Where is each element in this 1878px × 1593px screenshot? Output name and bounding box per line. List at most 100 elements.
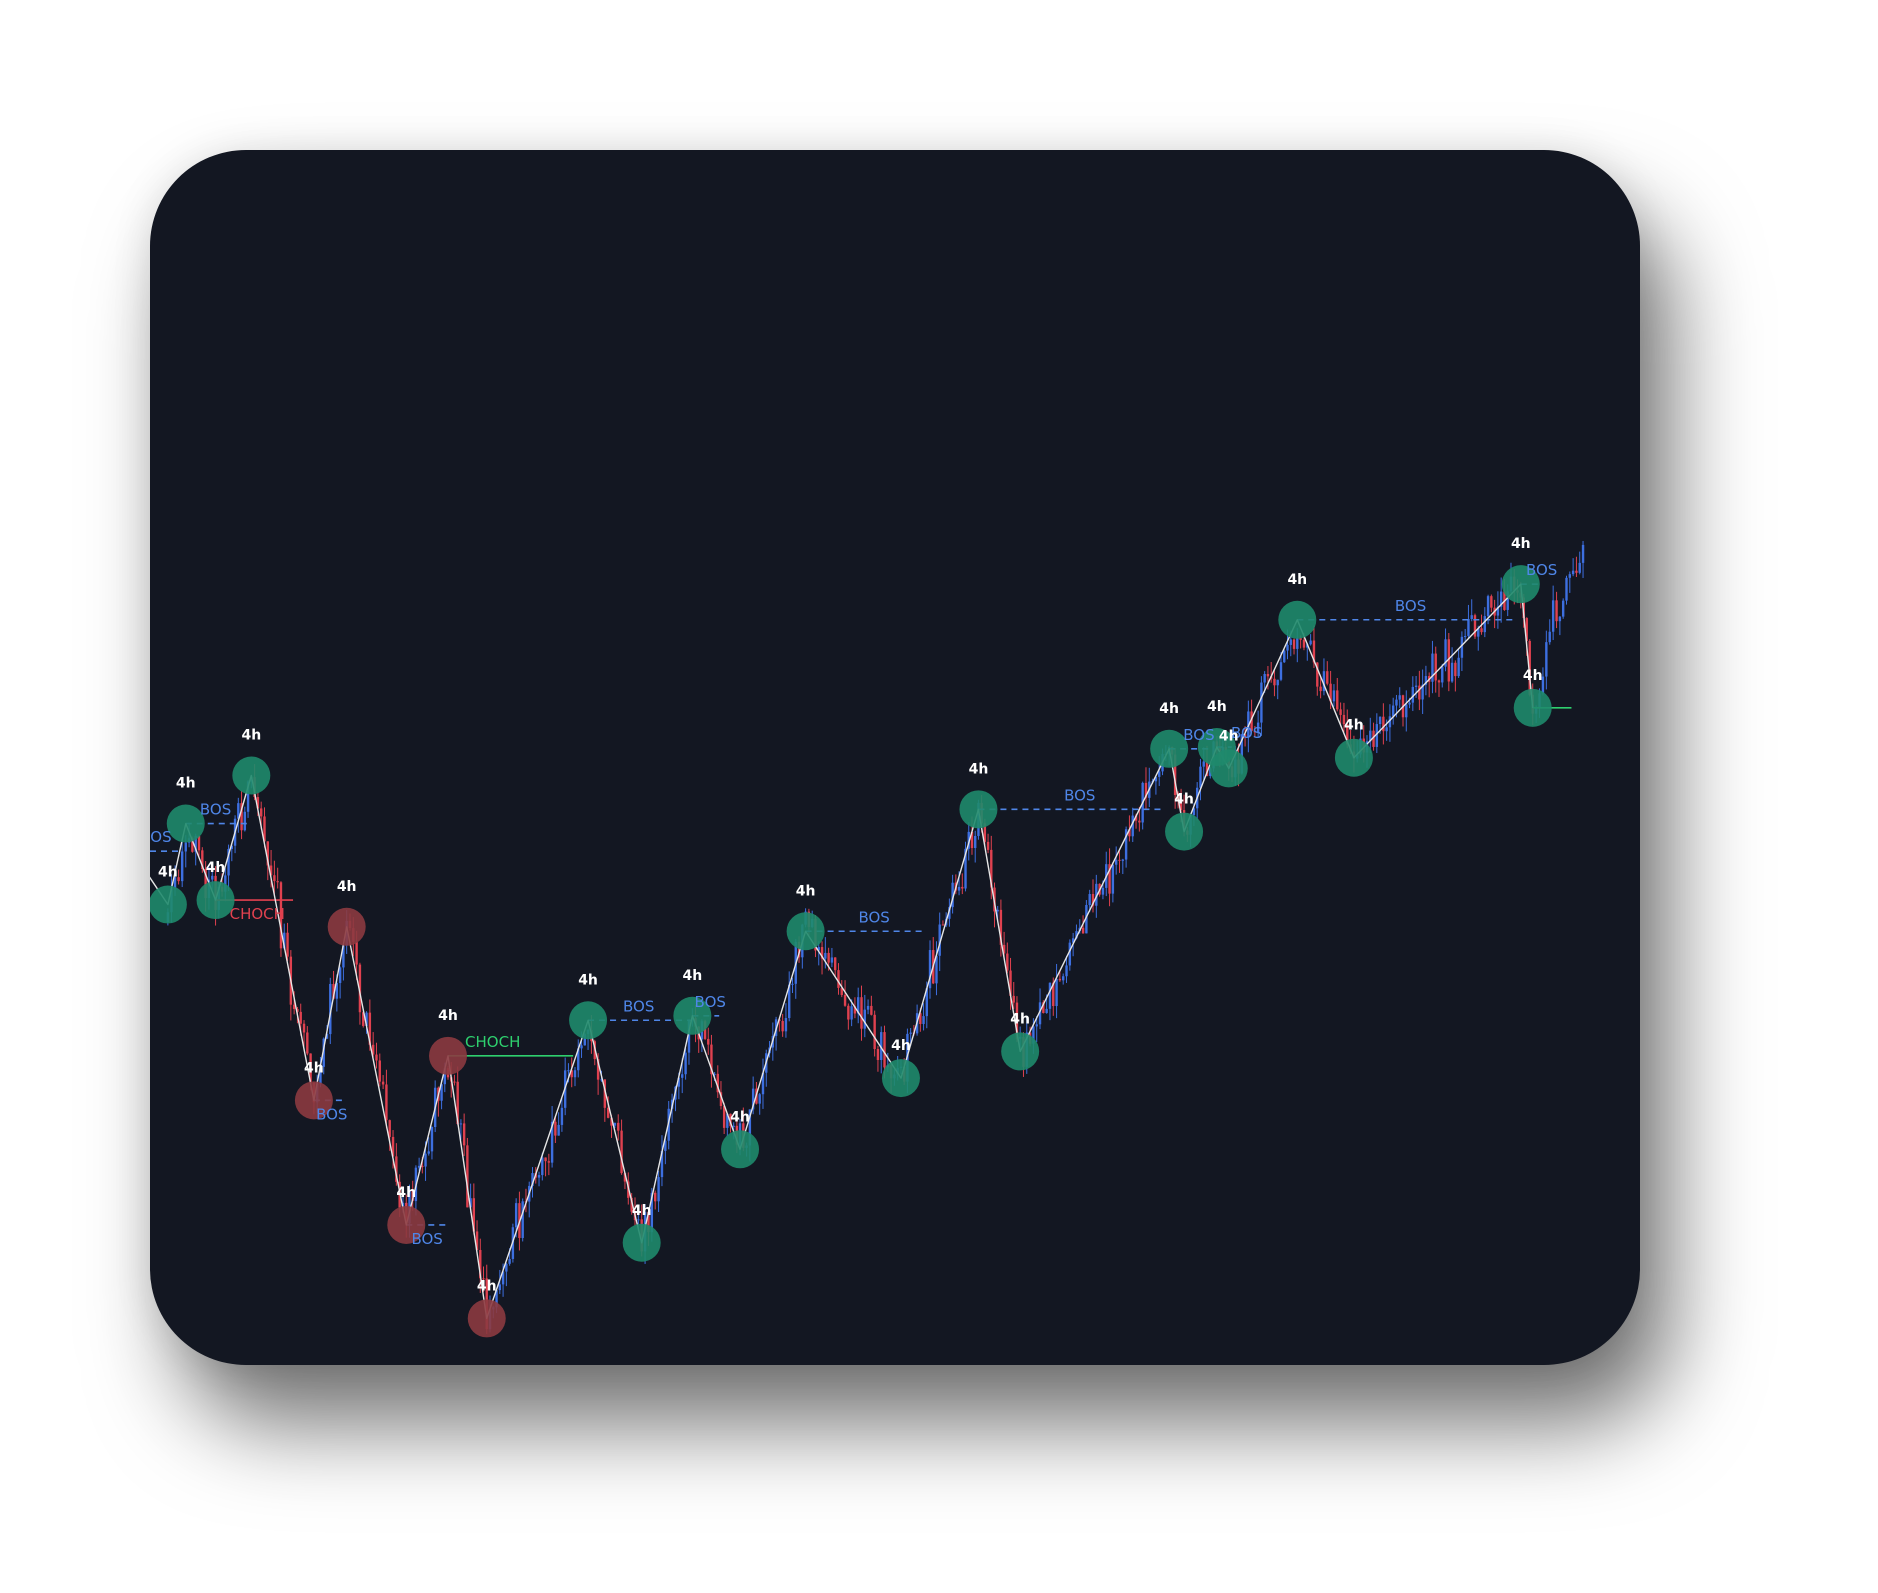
candle-body bbox=[260, 808, 263, 817]
candle-body bbox=[824, 952, 827, 959]
candle-body bbox=[1467, 619, 1470, 636]
candle-body bbox=[707, 1038, 710, 1045]
candle-body bbox=[797, 941, 801, 958]
candle-body bbox=[647, 1211, 650, 1233]
bos-label: BOS bbox=[200, 801, 231, 819]
candle-body bbox=[1506, 591, 1509, 610]
candle-body bbox=[922, 1016, 925, 1024]
candle-body bbox=[1405, 704, 1408, 718]
candle-body bbox=[184, 842, 187, 852]
candle-body bbox=[299, 1011, 302, 1024]
candle-body bbox=[362, 1012, 365, 1026]
candle-body bbox=[469, 1198, 472, 1208]
candle-body bbox=[1131, 815, 1134, 837]
candle-body bbox=[1045, 1008, 1048, 1014]
candle-body bbox=[1075, 931, 1078, 939]
candle-body bbox=[1385, 727, 1388, 732]
candles-layer bbox=[166, 540, 1585, 1335]
candle-body bbox=[342, 945, 345, 968]
bos-label: BOS bbox=[1064, 786, 1095, 804]
candle-body bbox=[791, 983, 794, 985]
candle-body bbox=[1395, 699, 1398, 706]
candle-body bbox=[1124, 829, 1128, 860]
chart-card: BOS BOS CHOCH BOS BOS CHOCH BOS BOS BOS BOS BOS BOS… bbox=[150, 150, 1640, 1365]
pivot-high-marker bbox=[1150, 729, 1189, 768]
candle-body bbox=[1114, 859, 1118, 865]
candle-body bbox=[1296, 638, 1299, 649]
candle-body bbox=[1192, 808, 1196, 816]
candle-body bbox=[722, 1106, 726, 1128]
candle-body bbox=[1480, 628, 1483, 633]
candle-body bbox=[505, 1263, 508, 1272]
candle-body bbox=[1326, 671, 1329, 684]
candle-body bbox=[240, 803, 243, 831]
candle-body bbox=[1473, 615, 1477, 637]
timeframe-label: 4h bbox=[304, 1060, 324, 1076]
candle-body bbox=[1575, 570, 1578, 573]
candle-body bbox=[411, 1189, 414, 1202]
pivot-high-marker bbox=[166, 804, 205, 843]
candle-body bbox=[1463, 635, 1467, 637]
candle-body bbox=[427, 1151, 430, 1154]
candle-body bbox=[1483, 616, 1487, 633]
candle-body bbox=[1062, 976, 1065, 981]
candle-body bbox=[620, 1130, 623, 1174]
candle-body bbox=[1048, 982, 1052, 1009]
candle-body bbox=[833, 957, 837, 971]
timeframe-label: 4h bbox=[477, 1278, 497, 1294]
candle-body bbox=[1256, 722, 1260, 733]
candle-body bbox=[716, 1073, 719, 1093]
pivot-low-marker bbox=[1165, 812, 1204, 851]
candle-body bbox=[948, 907, 951, 919]
candle-body bbox=[681, 1074, 684, 1078]
candle-body bbox=[866, 1005, 870, 1010]
candle-body bbox=[1369, 730, 1372, 742]
candle-body bbox=[1398, 695, 1401, 700]
candle-body bbox=[817, 947, 820, 951]
candle-body bbox=[1128, 829, 1131, 837]
pivot-low-marker bbox=[387, 1205, 426, 1244]
candle-body bbox=[1302, 639, 1306, 648]
candle-body bbox=[623, 1173, 627, 1182]
timeframe-label: 4h bbox=[1010, 1011, 1030, 1027]
pivot-low-marker bbox=[721, 1130, 760, 1169]
candle-body bbox=[567, 1070, 570, 1072]
timeframe-label: 4h bbox=[158, 865, 178, 881]
timeframe-label: 4h bbox=[1511, 536, 1531, 552]
candle-body bbox=[430, 1126, 434, 1152]
timeframe-label: 4h bbox=[1174, 792, 1194, 808]
candle-body bbox=[309, 1053, 312, 1084]
candle-body bbox=[617, 1122, 620, 1131]
candle-body bbox=[677, 1077, 681, 1087]
candle-body bbox=[1260, 682, 1263, 723]
candle-body bbox=[687, 1020, 691, 1053]
candle-body bbox=[1134, 815, 1138, 821]
candle-body bbox=[654, 1192, 657, 1202]
candle-body bbox=[302, 1023, 306, 1033]
candle-body bbox=[657, 1177, 660, 1202]
pivot-high-marker bbox=[327, 907, 366, 946]
candle-body bbox=[1081, 927, 1085, 934]
candle-body bbox=[1009, 970, 1012, 996]
candle-body bbox=[508, 1258, 511, 1264]
candle-body bbox=[1470, 615, 1473, 620]
candle-body bbox=[453, 1081, 456, 1083]
candle-body bbox=[1283, 650, 1286, 663]
structure-lines-layer bbox=[150, 583, 1572, 1226]
pivot-low-marker bbox=[467, 1299, 506, 1338]
candle-body bbox=[577, 1048, 580, 1071]
candle-body bbox=[243, 811, 247, 831]
candle-body bbox=[1101, 887, 1105, 895]
candle-body bbox=[719, 1092, 723, 1107]
candle-body bbox=[550, 1121, 554, 1163]
timeframe-label: 4h bbox=[683, 968, 703, 984]
candle-body bbox=[1342, 714, 1346, 725]
candle-body bbox=[850, 1006, 853, 1020]
bos-label: BOS bbox=[858, 908, 889, 926]
candle-body bbox=[466, 1145, 469, 1208]
timeframe-label: 4h bbox=[969, 761, 989, 777]
candle-body bbox=[1095, 883, 1098, 906]
candle-body bbox=[961, 886, 964, 889]
candle-body bbox=[860, 997, 863, 1029]
candle-body bbox=[547, 1161, 551, 1163]
